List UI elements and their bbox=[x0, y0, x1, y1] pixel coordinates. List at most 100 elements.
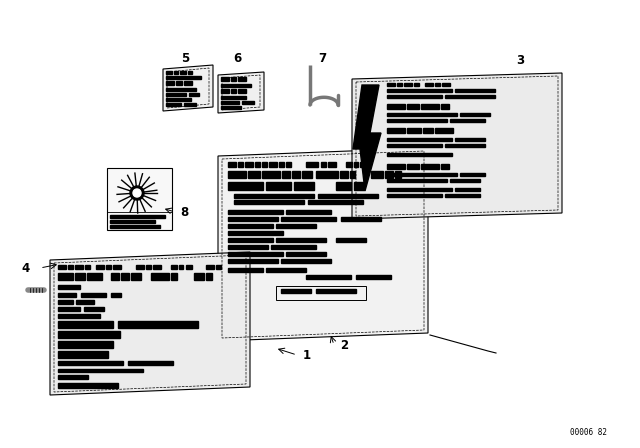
Bar bbox=[58, 314, 100, 318]
Bar bbox=[221, 101, 239, 104]
Bar bbox=[228, 259, 278, 263]
Bar bbox=[255, 162, 260, 167]
Bar bbox=[387, 138, 452, 141]
Bar bbox=[340, 171, 348, 178]
Bar bbox=[407, 164, 419, 169]
Bar bbox=[292, 171, 300, 178]
Bar bbox=[110, 220, 155, 223]
Text: 7: 7 bbox=[318, 52, 326, 65]
Bar bbox=[318, 194, 378, 198]
Bar bbox=[58, 383, 118, 388]
Bar bbox=[184, 103, 196, 106]
Bar bbox=[166, 93, 186, 96]
Bar bbox=[387, 173, 457, 176]
Bar bbox=[425, 83, 433, 86]
Bar bbox=[387, 89, 452, 92]
Text: 1: 1 bbox=[303, 349, 311, 362]
Bar bbox=[387, 128, 405, 133]
Bar bbox=[110, 215, 165, 218]
Bar bbox=[228, 238, 273, 242]
Bar bbox=[87, 273, 102, 280]
Bar bbox=[107, 168, 172, 230]
Bar bbox=[166, 88, 196, 91]
Bar bbox=[75, 273, 85, 280]
Bar bbox=[58, 341, 113, 348]
Bar bbox=[445, 144, 485, 147]
Text: 4: 4 bbox=[22, 262, 30, 275]
Bar bbox=[245, 162, 253, 167]
Bar bbox=[266, 182, 291, 190]
Bar bbox=[294, 182, 314, 190]
Bar bbox=[421, 104, 439, 109]
Bar bbox=[228, 210, 283, 214]
Bar bbox=[58, 265, 66, 269]
Bar bbox=[188, 71, 192, 74]
Bar bbox=[58, 321, 113, 328]
Bar bbox=[445, 95, 495, 98]
Bar bbox=[166, 81, 174, 85]
Bar bbox=[450, 119, 485, 122]
Bar bbox=[397, 83, 402, 86]
Bar bbox=[423, 128, 433, 133]
Bar bbox=[166, 103, 181, 106]
Bar bbox=[234, 200, 304, 204]
Bar bbox=[242, 101, 254, 104]
Bar bbox=[336, 182, 351, 190]
Bar bbox=[234, 194, 314, 198]
Bar bbox=[113, 265, 121, 269]
Bar bbox=[341, 217, 381, 221]
Bar bbox=[111, 273, 119, 280]
Bar bbox=[171, 273, 177, 280]
Bar bbox=[282, 171, 290, 178]
Bar bbox=[189, 93, 199, 96]
Bar bbox=[228, 231, 283, 235]
Polygon shape bbox=[353, 85, 381, 191]
Bar bbox=[166, 98, 191, 101]
Bar bbox=[455, 188, 480, 191]
Bar bbox=[171, 265, 177, 269]
Bar bbox=[248, 171, 260, 178]
Bar bbox=[308, 200, 363, 204]
Bar bbox=[404, 83, 412, 86]
Bar bbox=[136, 265, 144, 269]
Text: 3: 3 bbox=[516, 53, 524, 66]
Bar bbox=[421, 164, 439, 169]
Bar bbox=[238, 77, 246, 81]
Bar bbox=[184, 81, 192, 85]
Bar bbox=[387, 188, 452, 191]
Bar bbox=[186, 265, 192, 269]
Bar bbox=[356, 275, 391, 279]
Bar bbox=[281, 259, 331, 263]
Text: 2: 2 bbox=[340, 339, 348, 352]
Bar bbox=[441, 164, 449, 169]
Bar bbox=[460, 173, 485, 176]
Bar bbox=[176, 81, 182, 85]
Bar bbox=[228, 268, 263, 272]
Bar bbox=[441, 104, 449, 109]
Bar bbox=[450, 179, 480, 182]
Bar bbox=[271, 245, 316, 249]
Bar bbox=[279, 162, 284, 167]
Bar bbox=[228, 162, 236, 167]
Bar bbox=[316, 171, 338, 178]
Bar bbox=[387, 83, 395, 86]
Bar bbox=[58, 331, 120, 338]
Bar bbox=[387, 95, 442, 98]
Bar bbox=[111, 293, 121, 297]
Bar bbox=[231, 77, 236, 81]
Bar bbox=[276, 238, 326, 242]
Bar bbox=[166, 76, 201, 79]
Bar bbox=[84, 307, 104, 311]
Bar bbox=[153, 265, 161, 269]
Bar bbox=[276, 224, 316, 228]
Bar bbox=[85, 265, 90, 269]
Bar bbox=[371, 171, 383, 178]
Bar bbox=[58, 300, 73, 304]
Bar bbox=[58, 273, 73, 280]
Bar bbox=[231, 89, 236, 93]
Bar bbox=[238, 89, 246, 93]
Bar bbox=[360, 162, 366, 167]
Bar bbox=[445, 194, 480, 197]
Bar bbox=[228, 171, 246, 178]
Bar bbox=[216, 265, 221, 269]
